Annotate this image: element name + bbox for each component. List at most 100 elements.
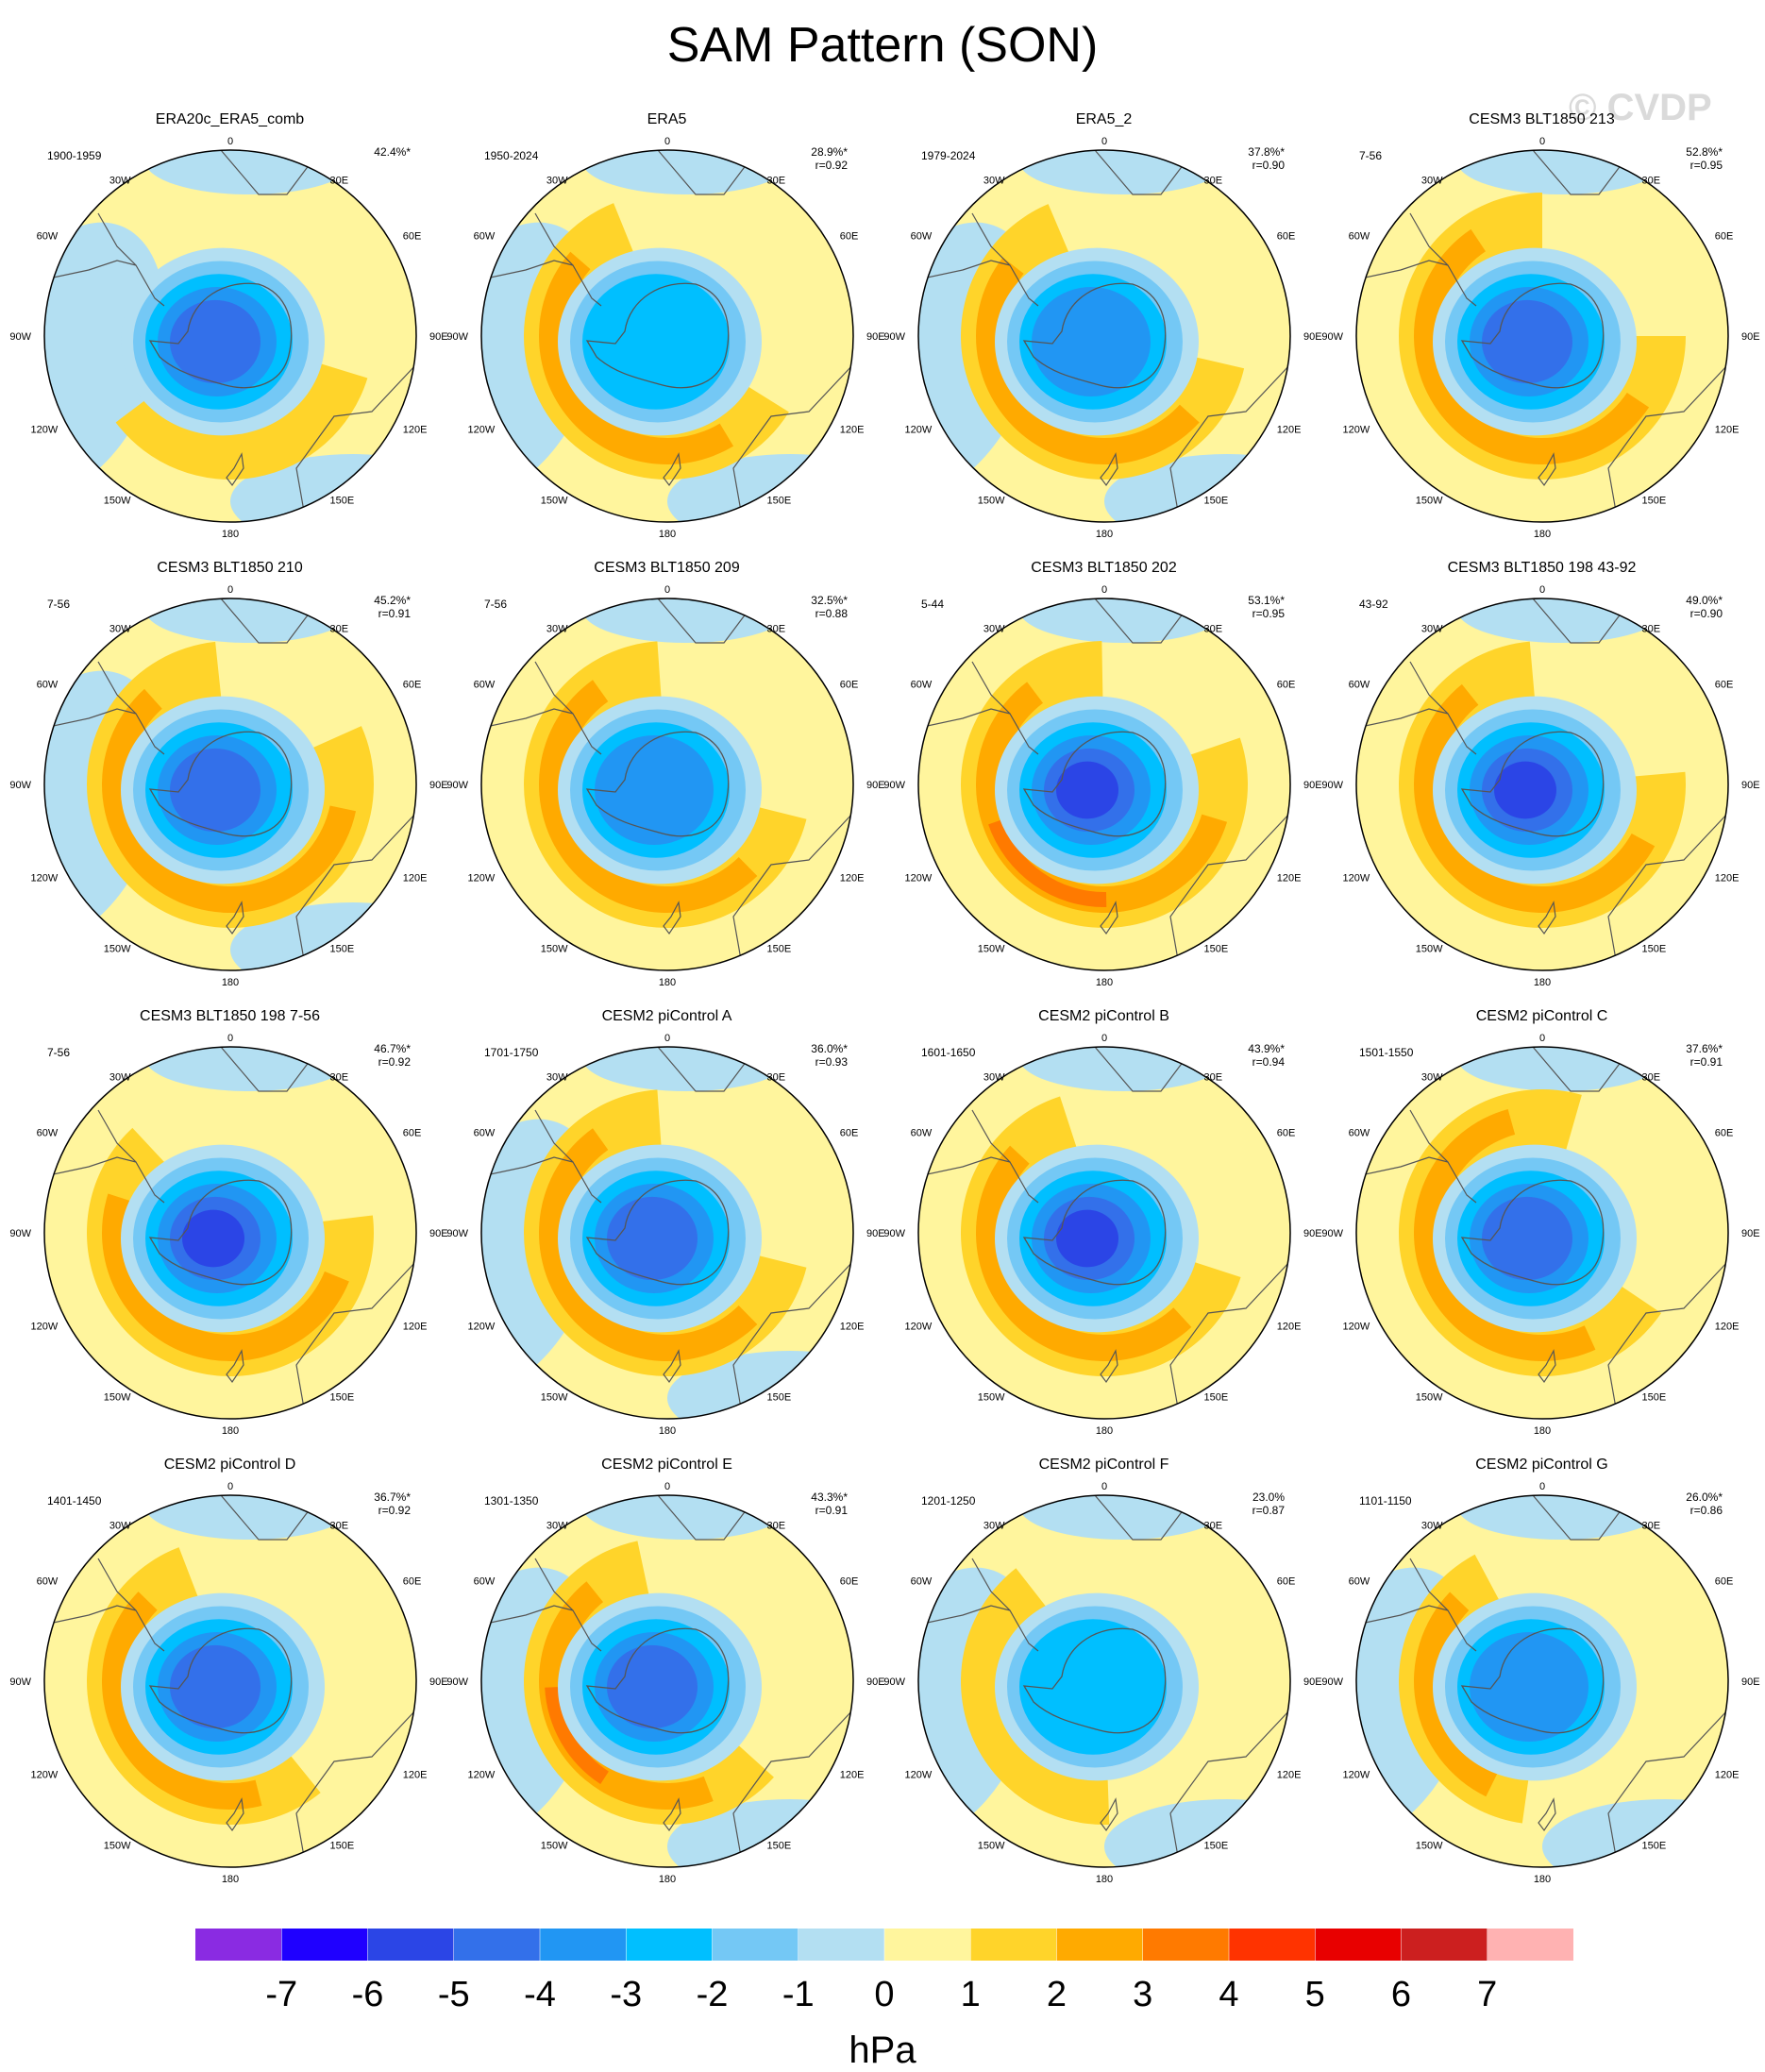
- longitude-label: 150W: [541, 496, 568, 507]
- australia-coastline: [732, 1709, 853, 1867]
- new-zealand-coastline: [663, 1349, 681, 1384]
- antarctica-coastline: [585, 282, 730, 389]
- weak-negative-region: [582, 598, 790, 643]
- longitude-label: 90E: [866, 331, 885, 343]
- map-border: [1355, 149, 1729, 523]
- weak-negative-region: [1019, 1495, 1227, 1540]
- longitude-label: 180: [222, 1425, 239, 1437]
- map-panel: 0 30E 60E 90E 120E 150E 180 150W 120W 90W 60W 30W CE…: [883, 560, 1324, 1008]
- panel-pattern-correlation: r=0.93: [815, 1055, 848, 1069]
- new-zealand-coastline: [1100, 1349, 1118, 1384]
- longitude-label: 120E: [403, 425, 428, 436]
- longitude-label: 30W: [1421, 1071, 1443, 1083]
- panel-variance-percent: 49.0%*: [1686, 594, 1723, 607]
- longitude-label: 120W: [468, 425, 496, 436]
- longitude-label: 60W: [474, 680, 496, 691]
- longitude-label: 120W: [905, 1322, 933, 1333]
- longitude-label: 120W: [1343, 1770, 1370, 1781]
- south-america-coastline: [1356, 708, 1449, 729]
- panel-years: 1900-1959: [47, 149, 102, 162]
- south-america-coastline: [918, 1605, 1011, 1626]
- panel-years: 43-92: [1359, 598, 1388, 611]
- map-border: [43, 1494, 417, 1868]
- africa-coastline: [657, 598, 753, 644]
- africa-coastline: [220, 1047, 316, 1092]
- weak-negative-region: [145, 1047, 353, 1091]
- negative-anomaly-contour: [1019, 1619, 1167, 1755]
- longitude-label: 30W: [1421, 623, 1443, 634]
- colorbar-swatch: [1229, 1929, 1316, 1961]
- colorbar-swatch: [1142, 1929, 1229, 1961]
- longitude-label: 120W: [1343, 425, 1370, 436]
- longitude-label: 180: [1096, 1425, 1113, 1437]
- australia-coastline: [295, 363, 416, 522]
- new-zealand-coastline: [663, 452, 681, 487]
- longitude-label: 150W: [104, 944, 131, 955]
- map-svg: 0 30E 60E 90E 120E 150E 180 150W 120W 90W 60W 30W: [446, 136, 885, 540]
- colorbar-tick-label: -3: [610, 1975, 642, 2014]
- longitude-label: 150E: [330, 496, 355, 507]
- map-panel: 0 30E 60E 90E 120E 150E 180 150W 120W 90W 60W 30W ER…: [446, 111, 887, 560]
- map-svg: 0 30E 60E 90E 120E 150E 180 150W 120W 90W 60W 30W: [9, 1033, 447, 1437]
- longitude-label: 0: [1101, 1481, 1107, 1492]
- colorbar-swatch: [540, 1929, 627, 1961]
- australia-coastline: [295, 812, 416, 970]
- longitude-label: 90W: [883, 1228, 905, 1239]
- longitude-label: 180: [1534, 1425, 1551, 1437]
- longitude-label: 60W: [1349, 1576, 1370, 1588]
- positive-band-3: [988, 819, 1107, 907]
- longitude-label: 30W: [109, 1520, 131, 1531]
- negative-anomaly-contour: [1482, 299, 1572, 384]
- longitude-label: 90W: [1321, 1228, 1343, 1239]
- longitude-label: 60W: [474, 1576, 496, 1588]
- panel-title: CESM2 piControl D: [163, 1457, 296, 1473]
- longitude-label: 180: [222, 977, 239, 988]
- negative-anomaly-contour: [607, 1644, 698, 1729]
- negative-anomaly-contour: [1470, 1632, 1588, 1742]
- panel-variance-percent: 28.9%*: [811, 145, 848, 159]
- positive-band-1: [961, 1568, 1110, 1825]
- longitude-label: 180: [1534, 529, 1551, 540]
- africa-coastline: [220, 1495, 316, 1541]
- panel-years: 5-44: [921, 598, 945, 611]
- longitude-label: 60E: [403, 231, 422, 243]
- longitude-label: 30E: [767, 623, 786, 634]
- panel-pattern-correlation: r=0.91: [378, 607, 411, 620]
- longitude-label: 0: [1539, 584, 1545, 596]
- longitude-label: 30E: [330, 1520, 349, 1531]
- australia-coastline: [1169, 1709, 1290, 1867]
- negative-anomaly-contour: [1482, 1196, 1572, 1281]
- colorbar-tick-label: 2: [1047, 1975, 1067, 2014]
- colorbar-swatch: [970, 1929, 1057, 1961]
- longitude-label: 30W: [109, 175, 131, 186]
- africa-coastline: [1532, 150, 1628, 195]
- longitude-label: 90W: [883, 780, 905, 791]
- south-america-coastline: [918, 708, 1011, 729]
- longitude-label: 0: [664, 584, 670, 596]
- panel-variance-percent: 36.7%*: [374, 1491, 411, 1504]
- antarctica-coastline: [1022, 731, 1167, 837]
- africa-coastline: [1094, 598, 1190, 644]
- longitude-label: 0: [227, 136, 233, 147]
- map-panel: 0 30E 60E 90E 120E 150E 180 150W 120W 90W 60W 30W CE…: [9, 560, 450, 1008]
- longitude-label: 90W: [446, 1676, 468, 1688]
- map-border: [480, 1046, 854, 1420]
- australia-coastline: [1169, 812, 1290, 970]
- colorbar-tick-label: 0: [874, 1975, 894, 2014]
- longitude-label: 60E: [840, 231, 859, 243]
- longitude-label: 60E: [403, 1128, 422, 1139]
- longitude-label: 150W: [541, 944, 568, 955]
- longitude-label: 150W: [541, 1392, 568, 1404]
- longitude-label: 120W: [31, 425, 59, 436]
- longitude-label: 120E: [1277, 873, 1302, 884]
- cvdp-watermark: © CVDP: [1569, 87, 1712, 128]
- longitude-label: 30W: [546, 623, 568, 634]
- panel-pattern-correlation: r=0.95: [1689, 159, 1723, 172]
- longitude-label: 0: [227, 1481, 233, 1492]
- longitude-label: 120W: [1343, 873, 1370, 884]
- longitude-label: 90E: [1303, 1228, 1322, 1239]
- south-america-coastline: [1356, 260, 1449, 280]
- longitude-label: 0: [1539, 1033, 1545, 1044]
- panel-title: CESM2 piControl B: [1038, 1008, 1169, 1024]
- longitude-label: 120W: [905, 873, 933, 884]
